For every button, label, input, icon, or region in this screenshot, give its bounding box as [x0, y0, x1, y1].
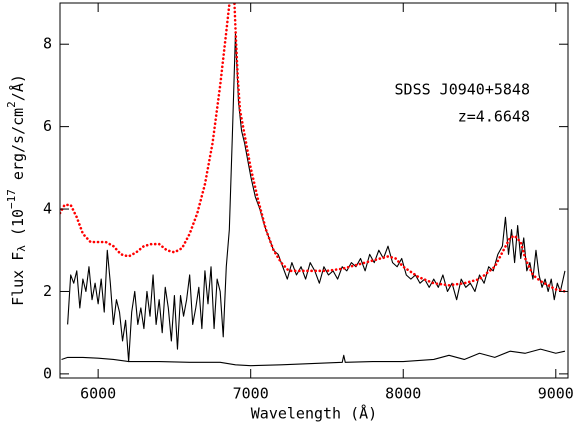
y-tick-label: 0 [43, 364, 52, 382]
plot-area [60, 3, 567, 367]
axes-frame [59, 2, 569, 379]
y-label-part: /Å) [8, 74, 27, 101]
y-label-sub: λ [15, 245, 28, 252]
y-label-part: Flux F [9, 252, 27, 306]
y-tick-label: 2 [43, 282, 52, 300]
y-label-sup: −17 [5, 189, 18, 209]
y-tick-label: 6 [43, 117, 52, 135]
x-tick-label: 8000 [385, 385, 421, 403]
y-label-part: erg/s/cm [9, 108, 27, 189]
spectrum-line [61, 348, 566, 367]
y-label-sup: 2 [5, 101, 18, 108]
x-tick-label: 9000 [538, 385, 574, 403]
annotation: SDSS J0940+5848 [395, 81, 530, 99]
x-tick-label: 6000 [80, 385, 116, 403]
annotation: z=4.6648 [458, 108, 530, 126]
y-tick-label: 8 [43, 35, 52, 53]
spectrum-line [67, 33, 566, 363]
y-axis-label: Flux Fλ (10−17 erg/s/cm2/Å) [5, 74, 28, 306]
y-tick-label: 4 [43, 200, 52, 218]
x-tick-label: 7000 [233, 385, 269, 403]
model-line [60, 3, 567, 293]
x-axis-label: Wavelength (Å) [251, 404, 377, 423]
y-label-part: (10 [9, 209, 27, 245]
